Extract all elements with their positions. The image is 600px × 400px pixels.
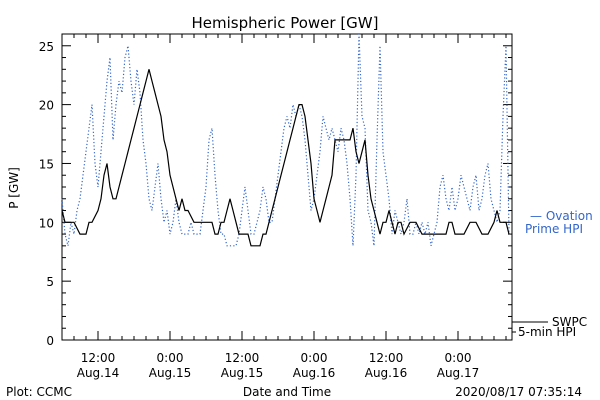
x-tick-label-time: 12:00 <box>225 351 260 365</box>
x-tick-label-time: 0:00 <box>301 351 328 365</box>
y-tick-label: 15 <box>39 157 54 171</box>
x-tick-label-date: Aug.16 <box>293 366 336 380</box>
y-tick-label: 25 <box>39 40 54 54</box>
legend-swpc-line2: 5-min HPI <box>518 325 576 339</box>
legend-swpc-line1: SWPC <box>552 315 587 329</box>
x-tick-label-time: 12:00 <box>81 351 116 365</box>
x-tick-label-time: 12:00 <box>369 351 404 365</box>
x-tick-label-time: 0:00 <box>157 351 184 365</box>
x-tick-label-date: Aug.16 <box>365 366 408 380</box>
timestamp: 2020/08/17 07:35:14 <box>455 385 582 399</box>
legend-ovation-line1: — Ovation <box>530 209 593 223</box>
chart-title: Hemispheric Power [GW] <box>192 14 379 32</box>
x-tick-label-date: Aug.17 <box>437 366 480 380</box>
plot-credit: Plot: CCMC <box>6 385 72 399</box>
y-tick-label: 0 <box>46 334 54 348</box>
y-tick-label: 20 <box>39 99 54 113</box>
legend-ovation-line2: Prime HPI <box>525 222 583 236</box>
series-swpc-5min-hpi <box>61 69 510 247</box>
x-tick-label-date: Aug.14 <box>77 366 120 380</box>
x-tick-label-date: Aug.15 <box>221 366 264 380</box>
x-axis: 12:00Aug.140:00Aug.1512:00Aug.150:00Aug.… <box>61 34 507 380</box>
y-axis-label: P [GW] <box>7 167 21 209</box>
plot-frame <box>61 33 513 341</box>
x-axis-label: Date and Time <box>243 385 331 399</box>
y-tick-label: 5 <box>46 275 54 289</box>
y-axis: 0 5 10 15 20 25 <box>39 40 512 348</box>
x-tick-label-date: Aug.15 <box>149 366 192 380</box>
x-tick-label-time: 0:00 <box>445 351 472 365</box>
y-tick-label: 10 <box>39 216 54 230</box>
series-ovation-prime-hpi <box>61 33 510 247</box>
